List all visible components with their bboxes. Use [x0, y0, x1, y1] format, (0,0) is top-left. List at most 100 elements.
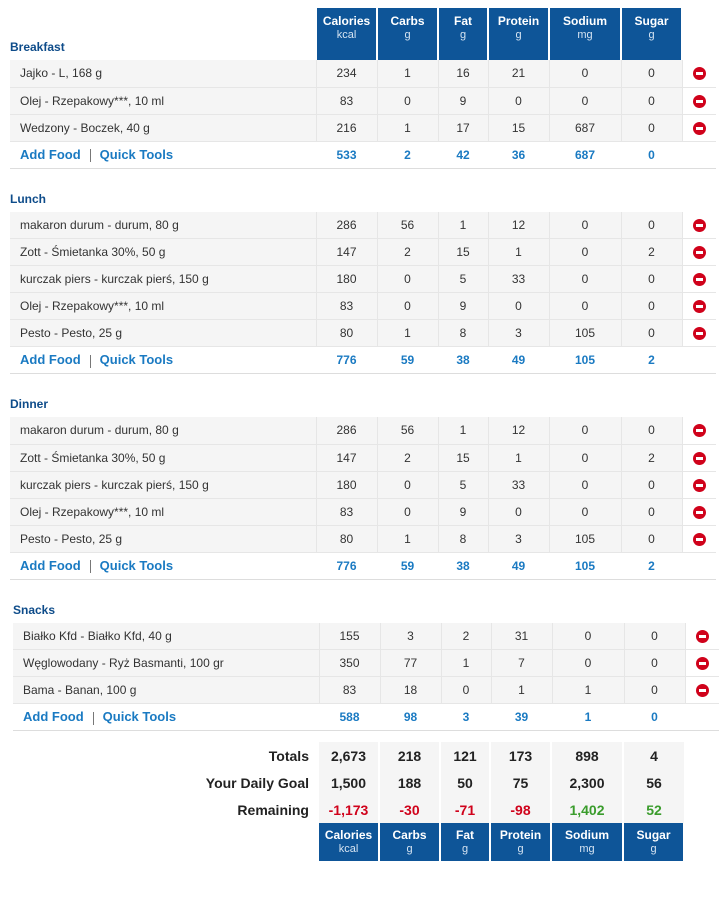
column-header-sodium[interactable]: Sodium mg — [548, 8, 622, 60]
meal-total-carbs: 59 — [377, 552, 438, 580]
delete-food-button[interactable] — [681, 211, 716, 239]
delete-food-button[interactable] — [681, 238, 716, 266]
food-name[interactable]: Jajko - L, 168 g — [10, 60, 316, 88]
remaining-row-sodium: 1,402 — [550, 796, 623, 823]
delete-food-button[interactable] — [681, 114, 716, 142]
delete-food-button[interactable] — [681, 498, 716, 526]
nutrient-value-carbs: 56 — [376, 417, 438, 445]
column-header-carbs[interactable]: Carbs g — [376, 8, 439, 60]
food-name[interactable]: makaron durum - durum, 80 g — [10, 211, 316, 239]
column-unit: g — [650, 843, 657, 855]
food-name[interactable]: kurczak piers - kurczak pierś, 150 g — [10, 265, 316, 293]
food-name[interactable]: Olej - Rzepakowy***, 10 ml — [10, 87, 316, 115]
nutrient-value-sugar: 0 — [620, 114, 682, 142]
nutrient-value-sugar: 0 — [620, 60, 682, 88]
delete-food-button[interactable] — [684, 622, 719, 650]
daily-goal-row-carbs: 188 — [378, 769, 440, 796]
nutrient-value-carbs: 0 — [376, 265, 438, 293]
meal-links: Add Food Quick Tools — [10, 552, 316, 580]
nutrient-value-carbs: 18 — [379, 676, 441, 704]
nutrient-value-sugar: 0 — [620, 265, 682, 293]
column-name: Sugar — [636, 828, 671, 842]
remove-circle-icon — [692, 273, 706, 287]
food-name[interactable]: Zott - Śmietanka 30%, 50 g — [10, 444, 316, 472]
delete-food-button[interactable] — [681, 60, 716, 88]
nutrient-value-sugar: 0 — [620, 292, 682, 320]
meal-total-carbs: 98 — [380, 703, 441, 731]
quick-tools-link[interactable]: Quick Tools — [99, 352, 174, 368]
delete-food-button[interactable] — [684, 676, 719, 704]
nutrient-value-sugar: 0 — [623, 622, 685, 650]
column-header-fat[interactable]: Fat g — [437, 8, 489, 60]
nutrient-value-fat: 5 — [437, 265, 488, 293]
column-name: Protein — [497, 14, 540, 28]
food-name[interactable]: Pesto - Pesto, 25 g — [10, 319, 316, 347]
meal-total-sodium: 105 — [549, 346, 621, 374]
food-row: Zott - Śmietanka 30%, 50 g 147 2 15 1 0 2 — [10, 238, 716, 266]
delete-food-button[interactable] — [681, 292, 716, 320]
food-name[interactable]: Wedzony - Boczek, 40 g — [10, 114, 316, 142]
remaining-row-label: Remaining — [237, 801, 309, 818]
delete-food-button[interactable] — [684, 649, 719, 677]
food-row: kurczak piers - kurczak pierś, 150 g 180 0… — [10, 265, 716, 293]
add-food-link[interactable]: Add Food — [23, 709, 84, 725]
column-unit: g — [461, 843, 469, 855]
nutrient-value-carbs: 1 — [376, 525, 438, 553]
delete-food-button[interactable] — [681, 417, 716, 445]
remove-circle-icon — [692, 121, 706, 135]
meal-total-sodium: 1 — [552, 703, 624, 731]
remove-circle-icon — [692, 300, 706, 314]
delete-food-button[interactable] — [681, 525, 716, 553]
remove-circle-icon — [692, 327, 706, 341]
food-name[interactable]: Bama - Banan, 100 g — [13, 676, 319, 704]
food-name[interactable]: Białko Kfd - Białko Kfd, 40 g — [13, 622, 319, 650]
food-name[interactable]: kurczak piers - kurczak pierś, 150 g — [10, 471, 316, 499]
delete-food-button[interactable] — [681, 87, 716, 115]
food-name[interactable]: makaron durum - durum, 80 g — [10, 417, 316, 445]
food-name[interactable]: Pesto - Pesto, 25 g — [10, 525, 316, 553]
nutrient-value-fat: 16 — [437, 60, 488, 88]
column-header-sugar[interactable]: Sugar g — [620, 8, 683, 60]
nutrient-value-calories: 147 — [315, 444, 377, 472]
nutrient-value-fat: 1 — [437, 211, 488, 239]
column-name: Carbs — [392, 828, 427, 842]
quick-tools-link[interactable]: Quick Tools — [99, 557, 174, 573]
food-name[interactable]: Węglowodany - Ryż Basmanti, 100 gr — [13, 649, 319, 677]
nutrient-value-fat: 17 — [437, 114, 488, 142]
nutrient-value-fat: 1 — [437, 417, 488, 445]
column-header-protein[interactable]: Protein g — [487, 8, 550, 60]
food-name[interactable]: Olej - Rzepakowy***, 10 ml — [10, 292, 316, 320]
column-unit: g — [648, 29, 655, 41]
delete-food-button[interactable] — [681, 444, 716, 472]
nutrient-value-sodium: 0 — [548, 87, 621, 115]
quick-tools-link[interactable]: Quick Tools — [102, 709, 177, 725]
nutrient-value-sugar: 0 — [620, 471, 682, 499]
nutrient-value-carbs: 77 — [379, 649, 441, 677]
meal-table-snacks: Snacks Białko Kfd - Białko Kfd, 40 g 155 3 2… — [13, 580, 719, 731]
column-header-calories[interactable]: Calories kcal — [315, 8, 378, 60]
food-name[interactable]: Zott - Śmietanka 30%, 50 g — [10, 238, 316, 266]
nutrient-value-protein: 33 — [487, 471, 549, 499]
add-food-link[interactable]: Add Food — [20, 146, 81, 162]
totals-row-sodium: 898 — [550, 742, 623, 769]
add-food-link[interactable]: Add Food — [20, 352, 81, 368]
meal-table-dinner: Dinner makaron durum - durum, 80 g 286 56 1 1… — [10, 374, 716, 580]
add-food-link[interactable]: Add Food — [20, 557, 81, 573]
column-unit: mg — [577, 29, 593, 41]
totals-row-carbs: 218 — [378, 742, 440, 769]
quick-tools-link[interactable]: Quick Tools — [99, 146, 174, 162]
food-row: Białko Kfd - Białko Kfd, 40 g 155 3 2 31 0 0 — [13, 622, 719, 650]
nutrient-value-carbs: 0 — [376, 87, 438, 115]
link-divider — [89, 560, 91, 574]
delete-food-button[interactable] — [681, 265, 716, 293]
nutrient-value-sodium: 0 — [548, 265, 621, 293]
delete-food-button[interactable] — [681, 319, 716, 347]
meal-total-protein: 49 — [488, 552, 549, 580]
food-row: Olej - Rzepakowy***, 10 ml 83 0 9 0 0 0 — [10, 87, 716, 115]
food-name[interactable]: Olej - Rzepakowy***, 10 ml — [10, 498, 316, 526]
remove-circle-icon — [692, 424, 706, 438]
nutrient-value-sugar: 0 — [620, 498, 682, 526]
delete-food-button[interactable] — [681, 471, 716, 499]
meal-total-fat: 42 — [438, 141, 488, 169]
remaining-row-carbs: -30 — [378, 796, 440, 823]
